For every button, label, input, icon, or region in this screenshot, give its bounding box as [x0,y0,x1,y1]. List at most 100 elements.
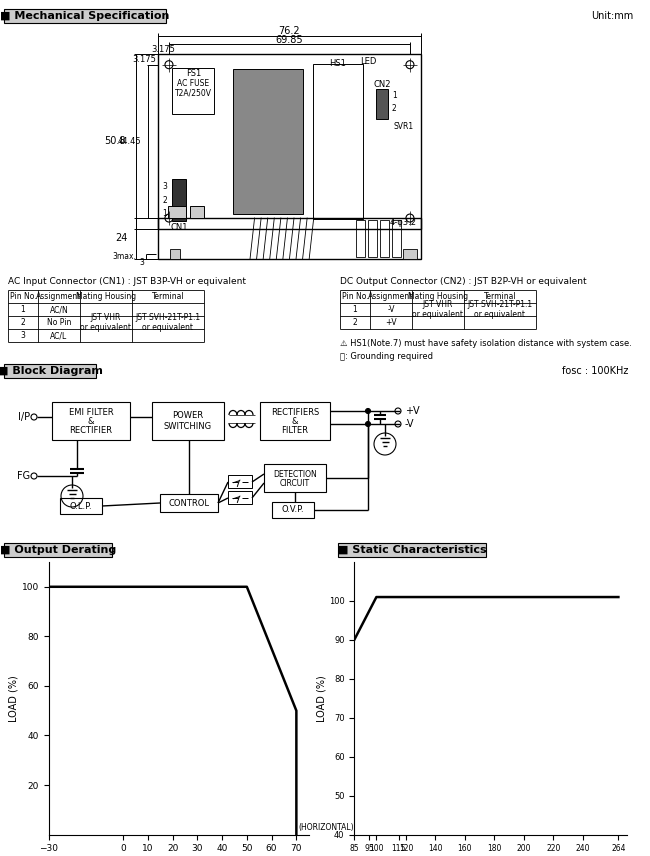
Bar [228,491,252,504]
Bar [172,68,214,114]
Bar [190,205,204,217]
Text: AC/N: AC/N [49,305,68,314]
Bar [272,502,314,518]
Text: 3: 3 [21,331,25,340]
Text: 4-φ3.2: 4-φ3.2 [390,217,417,227]
Text: Terminal: Terminal [484,292,516,301]
Circle shape [365,421,370,426]
Text: 3: 3 [140,258,144,266]
Text: +V: +V [405,406,420,416]
Text: HS1: HS1 [330,59,346,68]
Bar [233,68,303,214]
Text: 3.175: 3.175 [132,55,156,63]
Bar [260,402,330,440]
Text: ⨹: Grounding required: ⨹: Grounding required [340,352,433,361]
Text: RECTIFIERS: RECTIFIERS [271,407,319,417]
Text: 1: 1 [392,92,396,100]
Text: FG: FG [18,471,31,481]
Text: DETECTION: DETECTION [273,469,317,479]
Text: ■ Block Diagram: ■ Block Diagram [0,366,103,376]
Bar [338,543,486,557]
Bar [170,249,180,259]
Bar [4,364,96,378]
Text: AC FUSE: AC FUSE [177,80,209,88]
Bar [392,220,401,257]
Text: ■ Output Derating: ■ Output Derating [0,545,116,555]
Text: Terminal: Terminal [151,292,185,301]
Text: Assignment: Assignment [36,292,82,301]
Text: AC Input Connector (CN1) : JST B3P-VH or equivalent: AC Input Connector (CN1) : JST B3P-VH or… [8,277,246,286]
Text: 2: 2 [162,195,167,205]
Text: POWER: POWER [172,411,203,419]
Text: &: & [292,417,298,425]
Bar [158,54,421,229]
Text: CIRCUIT: CIRCUIT [280,479,310,488]
Text: 1: 1 [21,305,25,314]
Text: 2: 2 [352,318,358,327]
Text: JST SVH-21T-P1.1
or equivalent: JST SVH-21T-P1.1 or equivalent [135,312,201,332]
Bar [356,220,365,257]
Bar [152,402,224,440]
Text: No Pin: No Pin [47,318,72,327]
Text: 3max.: 3max. [112,252,136,261]
Text: Mating Housing: Mating Housing [408,292,468,301]
Text: Assignment: Assignment [369,292,413,301]
Text: AC/L: AC/L [51,331,68,340]
Text: 3.175: 3.175 [151,45,176,54]
Text: FILTER: FILTER [281,425,309,435]
Text: JST VHR
or equivalent: JST VHR or equivalent [81,312,131,332]
Text: JST VHR
or equivalent: JST VHR or equivalent [413,300,463,319]
Text: DC Output Connector (CN2) : JST B2P-VH or equivalent: DC Output Connector (CN2) : JST B2P-VH o… [340,277,586,286]
Text: CN1: CN1 [170,223,188,231]
Text: 69.85: 69.85 [276,35,304,45]
Text: 1: 1 [352,305,358,314]
Bar [158,217,421,259]
Text: JST SVH-21T-P1.1
or equivalent: JST SVH-21T-P1.1 or equivalent [467,300,532,319]
Bar [60,498,102,514]
Text: O.V.P.: O.V.P. [281,506,304,514]
Text: 2: 2 [392,104,396,113]
Text: fosc : 100KHz: fosc : 100KHz [562,366,628,376]
Text: 50.8: 50.8 [105,136,126,146]
Text: RECTIFIER: RECTIFIER [70,425,112,435]
Text: O.L.P.: O.L.P. [70,502,92,510]
Text: 24: 24 [116,234,128,243]
Bar [4,543,112,557]
Bar [376,89,388,119]
Text: SVR1: SVR1 [394,122,414,131]
Text: 44.45: 44.45 [118,137,141,146]
Bar [380,220,389,257]
Text: EMI FILTER: EMI FILTER [69,407,113,417]
Bar [160,494,218,512]
Bar [228,475,252,488]
Text: ■ Mechanical Specification: ■ Mechanical Specification [0,11,170,21]
Text: FS1: FS1 [186,69,202,78]
Text: Unit:mm: Unit:mm [591,11,633,21]
Circle shape [365,408,370,413]
Text: CONTROL: CONTROL [168,498,209,508]
Text: Pin No.: Pin No. [342,292,369,301]
Bar [368,220,377,257]
Text: (HORIZONTAL): (HORIZONTAL) [299,823,354,832]
Text: &: & [88,417,94,425]
Bar [172,179,186,221]
Bar [52,402,130,440]
Text: I/P: I/P [18,412,30,422]
Text: 76.2: 76.2 [279,26,300,36]
Y-axis label: LOAD (%): LOAD (%) [316,675,326,722]
Text: LED: LED [360,57,376,66]
Text: Mating Housing: Mating Housing [76,292,136,301]
Text: 2: 2 [21,318,25,327]
Text: T2A/250V: T2A/250V [174,88,211,98]
Text: -V: -V [387,305,395,314]
Y-axis label: LOAD (%): LOAD (%) [9,675,19,722]
Text: SWITCHING: SWITCHING [164,421,212,431]
Text: +V: +V [385,318,396,327]
Text: ■ Static Characteristics: ■ Static Characteristics [338,545,486,555]
Bar [313,63,363,219]
Bar [4,9,166,23]
Text: 1: 1 [162,209,167,217]
Text: Pin No.: Pin No. [10,292,36,301]
Bar [168,205,186,217]
Text: 3: 3 [162,181,167,191]
